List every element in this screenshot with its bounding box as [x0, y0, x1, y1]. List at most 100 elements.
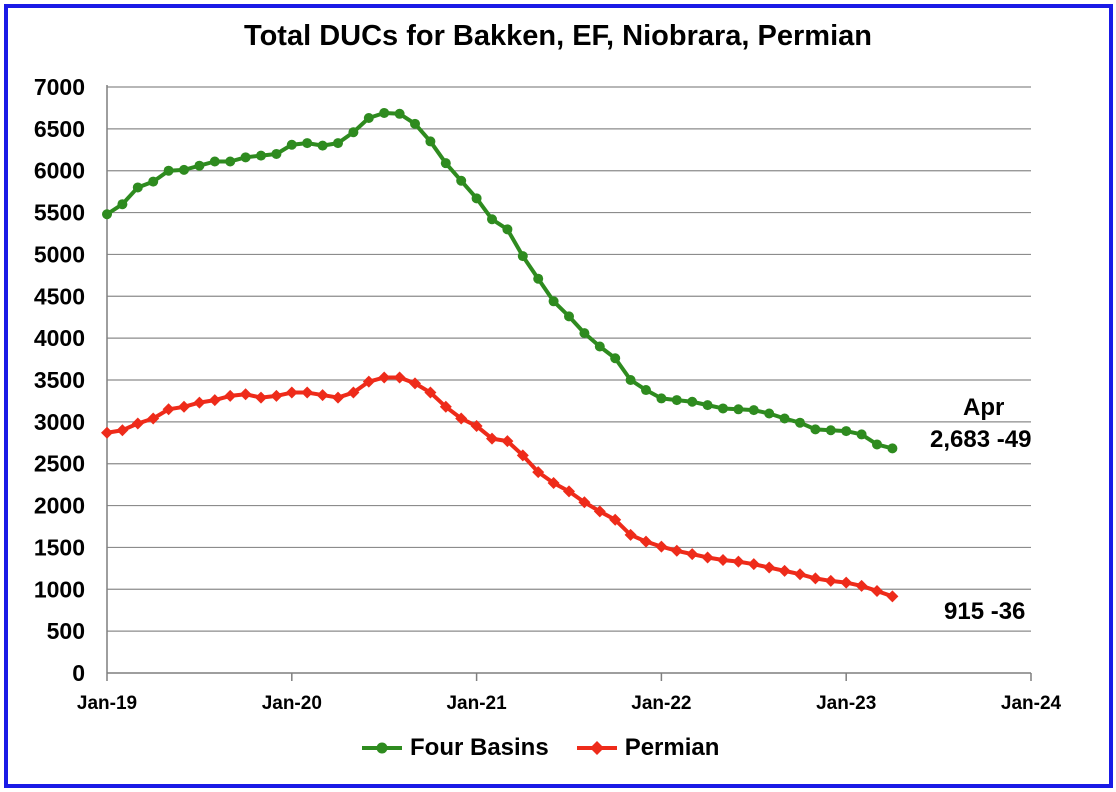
y-tick-label: 2500: [34, 451, 85, 477]
legend-item-four-basins[interactable]: Four Basins: [360, 734, 549, 762]
data-point-four-basins: [256, 150, 266, 161]
y-tick-label: 3500: [34, 367, 85, 393]
legend-four-basins-marker: [362, 742, 402, 754]
data-point-permian: [763, 561, 776, 574]
data-point-four-basins: [379, 107, 390, 118]
data-point-four-basins: [579, 328, 590, 339]
data-point-four-basins: [564, 311, 574, 322]
series-line-four-basins: [105, 110, 893, 451]
data-point-four-basins: [471, 193, 482, 204]
data-point-permian: [255, 391, 267, 404]
data-point-four-basins: [825, 425, 836, 436]
data-point-permian: [747, 558, 760, 571]
data-point-permian: [332, 391, 344, 404]
annotation-permian-last: 915 -36: [944, 598, 1026, 625]
data-point-permian: [809, 572, 822, 585]
data-point-permian: [470, 420, 483, 433]
annotation-four-basins-last: 2,683 -49: [930, 426, 1032, 453]
data-point-four-basins: [394, 108, 405, 119]
data-point-permian: [178, 400, 190, 413]
data-point-permian: [501, 435, 514, 448]
data-point-permian: [855, 579, 868, 592]
data-point-permian: [347, 386, 360, 399]
data-point-permian: [486, 432, 498, 445]
data-point-permian: [270, 389, 283, 402]
data-point-four-basins: [148, 176, 159, 187]
data-point-permian: [208, 394, 221, 407]
data-point-four-basins: [163, 165, 174, 176]
y-tick-label: 1000: [34, 576, 85, 602]
data-point-permian: [871, 584, 883, 597]
x-tick-label: Jan-21: [446, 693, 507, 714]
data-point-four-basins: [872, 439, 882, 450]
data-point-four-basins: [102, 209, 112, 220]
data-point-four-basins: [502, 224, 513, 235]
data-point-four-basins: [887, 443, 898, 454]
data-point-permian: [563, 485, 575, 498]
y-tick-label: 0: [72, 660, 85, 686]
legend: Four Basins Permian: [360, 730, 719, 766]
data-point-permian: [285, 386, 298, 399]
data-point-permian: [424, 386, 437, 399]
legend-item-permian[interactable]: Permian: [575, 734, 720, 762]
data-point-permian: [886, 590, 899, 603]
data-point-four-basins: [733, 404, 744, 415]
data-point-four-basins: [440, 158, 451, 169]
data-point-four-basins: [517, 251, 528, 262]
data-point-permian: [593, 505, 606, 518]
x-tick-label: Jan-24: [1001, 693, 1062, 714]
data-point-four-basins: [795, 417, 805, 428]
data-point-four-basins: [856, 429, 867, 440]
data-point-four-basins: [302, 138, 313, 149]
data-point-permian: [362, 375, 375, 388]
data-point-permian: [301, 386, 314, 399]
data-point-permian: [162, 403, 175, 416]
y-tick-label: 6500: [34, 116, 85, 142]
data-point-permian: [224, 389, 237, 402]
data-point-permian: [824, 574, 837, 587]
data-point-permian: [131, 417, 144, 430]
data-point-permian: [193, 396, 206, 409]
data-point-four-basins: [425, 136, 436, 147]
data-point-permian: [409, 377, 421, 390]
data-point-four-basins: [363, 112, 374, 123]
data-point-four-basins: [117, 199, 128, 210]
data-point-four-basins: [779, 413, 790, 424]
x-tick-label: Jan-23: [816, 693, 876, 714]
y-tick-label: 7000: [34, 74, 85, 100]
data-point-four-basins: [594, 341, 605, 352]
y-tick-label: 5000: [34, 241, 85, 267]
data-point-four-basins: [487, 214, 497, 225]
data-point-four-basins: [764, 408, 775, 419]
axes: [106, 85, 1031, 674]
data-point-four-basins: [748, 405, 759, 416]
legend-label-permian: Permian: [624, 734, 720, 761]
data-point-four-basins: [656, 393, 667, 404]
data-point-permian: [316, 389, 329, 402]
data-point-four-basins: [841, 426, 852, 437]
data-point-permian: [547, 476, 560, 489]
chart-frame: [4, 4, 1113, 788]
data-point-four-basins: [810, 424, 821, 435]
data-point-four-basins: [179, 164, 189, 175]
x-tick-label: Jan-19: [77, 693, 137, 714]
data-point-four-basins: [610, 353, 621, 364]
gridlines: [107, 86, 1031, 632]
x-tick-label: Jan-22: [631, 693, 691, 714]
series-line-permian: [106, 375, 894, 599]
data-point-permian: [717, 553, 729, 566]
y-tick-label: 500: [47, 618, 85, 644]
legend-permian-marker: [576, 741, 617, 755]
data-point-permian: [455, 412, 468, 425]
data-point-permian: [378, 371, 391, 384]
data-point-permian: [609, 513, 622, 526]
data-point-permian: [732, 555, 745, 568]
y-tick-label: 3000: [34, 409, 85, 435]
data-point-permian: [670, 544, 683, 557]
data-point-permian: [516, 449, 529, 462]
data-point-permian: [578, 496, 591, 509]
data-point-permian: [778, 564, 791, 577]
data-point-four-basins: [132, 182, 143, 193]
data-point-four-basins: [209, 156, 220, 167]
data-point-permian: [794, 568, 806, 581]
